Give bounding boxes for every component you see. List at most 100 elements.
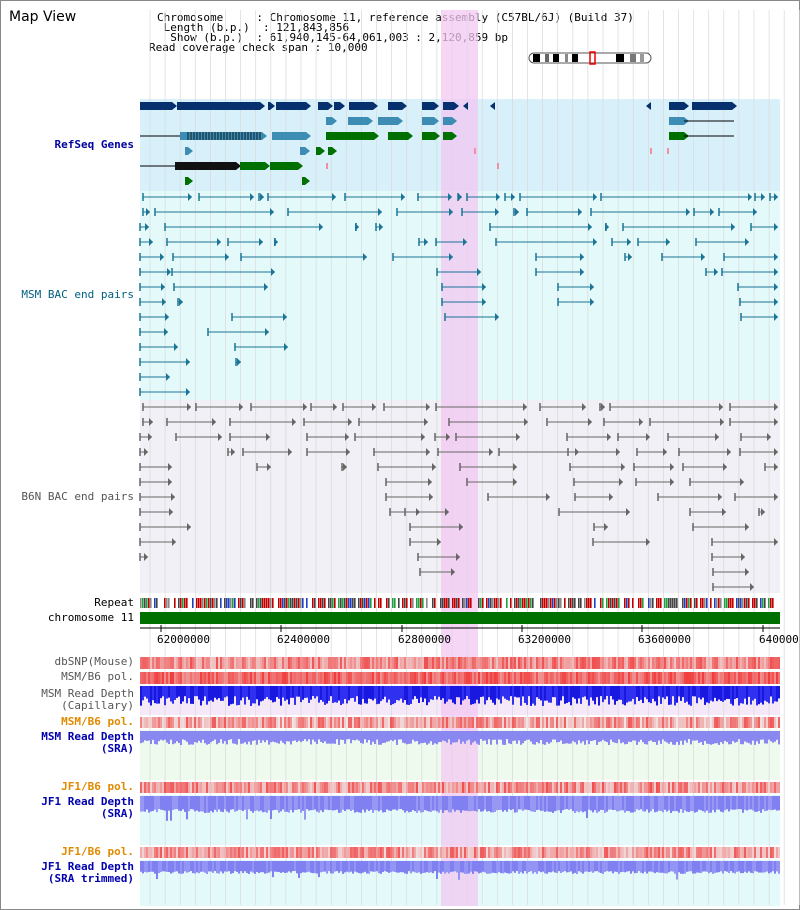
- repeat-mark: [422, 598, 424, 608]
- jf1-b6-pol-heat: [730, 782, 732, 793]
- msm-b6-pol-heat: [558, 672, 560, 684]
- msm-bac-pair-end: [588, 223, 592, 231]
- msm-depth-cap-bar: [664, 686, 666, 700]
- msm-b6-pol-2-heat: [610, 717, 612, 728]
- msm-b6-pol-heat: [142, 672, 144, 684]
- msm-b6-pol-2-heat: [152, 717, 154, 728]
- msm-b6-pol-heat: [550, 672, 552, 684]
- msm-depth-sra-bar: [314, 731, 316, 742]
- jf1-depth-trim-bar: [688, 861, 690, 872]
- dbsnp-heat: [506, 657, 508, 669]
- repeat-mark: [368, 598, 370, 608]
- dbsnp-heat: [490, 657, 492, 669]
- jf1-b6-pol-heat: [710, 782, 712, 793]
- dbsnp-heat: [406, 657, 408, 669]
- msm-depth-sra-bar: [224, 731, 226, 742]
- jf1-depth-trim-bar: [348, 861, 350, 873]
- msm-b6-pol-heat: [628, 672, 630, 684]
- msm-depth-sra-bar: [540, 731, 542, 740]
- jf1-b6-pol-heat: [282, 782, 284, 793]
- jf1-depth-trim-bar: [484, 861, 486, 873]
- jf1-depth-trim-bar: [516, 861, 518, 872]
- jf1-b6-pol-2-heat: [772, 847, 774, 858]
- jf1-b6-pol-2-heat: [628, 847, 630, 858]
- jf1-depth-bar: [698, 796, 700, 810]
- jf1-b6-pol-heat: [636, 782, 638, 793]
- jf1-b6-pol-2-heat: [260, 847, 262, 858]
- msm-bac-pair-end: [628, 253, 632, 261]
- jf1-b6-pol-2-heat: [492, 847, 494, 858]
- jf1-depth-bar: [636, 796, 638, 810]
- msm-depth-cap-bar: [410, 686, 412, 704]
- jf1-b6-pol-2-heat: [178, 847, 180, 858]
- dbsnp-heat: [272, 657, 274, 669]
- jf1-b6-pol-heat: [534, 782, 536, 793]
- msm-bac-pair-end: [149, 238, 153, 246]
- msm-b6-pol-heat: [654, 672, 656, 684]
- msm-b6-pol-2-heat: [386, 717, 388, 728]
- msm-b6-pol-heat: [310, 672, 312, 684]
- jf1-depth-bar: [726, 796, 728, 810]
- msm-depth-cap-bar: [224, 686, 226, 698]
- jf1-b6-pol-heat: [414, 782, 416, 793]
- jf1-depth-trim-bar: [440, 861, 442, 874]
- dbsnp-heat: [728, 657, 730, 669]
- msm-b6-pol-2-heat: [676, 717, 678, 728]
- msm-depth-sra-bar: [722, 731, 724, 744]
- dbsnp-heat: [588, 657, 590, 669]
- jf1-b6-pol-heat: [350, 782, 352, 793]
- dbsnp-heat: [554, 657, 556, 669]
- msm-b6-pol-2-heat: [182, 717, 184, 728]
- msm-b6-pol-heat: [374, 672, 376, 684]
- msm-depth-cap-bar: [488, 686, 490, 698]
- jf1-b6-pol-heat: [348, 782, 350, 793]
- jf1-depth-trim-bar: [518, 861, 520, 874]
- jf1-b6-pol-heat: [504, 782, 506, 793]
- jf1-b6-pol-heat: [208, 782, 210, 793]
- repeat-mark: [352, 598, 354, 608]
- dbsnp-heat: [222, 657, 224, 669]
- gene-arrow: [373, 102, 378, 110]
- msm-b6-pol-2-heat: [298, 717, 300, 728]
- jf1-depth-bar: [494, 796, 496, 812]
- msm-b6-pol-heat: [604, 672, 606, 684]
- msm-depth-cap-bar: [622, 686, 624, 705]
- repeat-mark: [632, 598, 634, 608]
- msm-depth-cap-bar: [398, 686, 400, 701]
- msm-depth-sra-bar: [292, 731, 294, 741]
- jf1-read-depth-trim-sublabel: (SRA trimmed): [47, 872, 134, 885]
- msm-depth-sra-bar: [374, 731, 376, 744]
- jf1-b6-pol-heat: [666, 782, 668, 793]
- msm-b6-pol-2-heat: [718, 717, 720, 728]
- jf1-b6-pol-heat: [156, 782, 158, 793]
- jf1-depth-bar: [516, 796, 518, 813]
- jf1-b6-pol-2-heat: [582, 847, 584, 858]
- msm-depth-sra-bar: [462, 731, 464, 742]
- msm-depth-cap-bar: [644, 686, 646, 698]
- msm-b6-pol-heat: [208, 672, 210, 684]
- msm-b6-pol-heat: [464, 672, 466, 684]
- msm-depth-sra-bar: [656, 731, 658, 745]
- jf1-b6-pol-heat: [772, 782, 774, 793]
- msm-b6-pol-heat: [182, 672, 184, 684]
- msm-b6-pol-heat: [394, 672, 396, 684]
- msm-bac-pair-end: [477, 268, 481, 276]
- jf1-b6-pol-heat: [288, 782, 290, 793]
- msm-b6-pol-heat: [226, 672, 228, 684]
- msm-depth-sra-bar: [568, 731, 570, 744]
- b6n-bac-pair-end: [639, 418, 643, 426]
- msm-b6-pol-heat: [468, 672, 470, 684]
- dbsnp-heat: [278, 657, 280, 669]
- jf1-depth-bar: [776, 796, 778, 811]
- msm-b6-pol-2-heat: [216, 717, 218, 728]
- jf1-b6-pol-heat: [422, 782, 424, 793]
- jf1-b6-pol-2-heat: [212, 847, 214, 858]
- msm-depth-cap-bar: [372, 686, 374, 701]
- jf1-depth-bar: [490, 796, 492, 813]
- msm-depth-sra-bar: [220, 731, 222, 740]
- msm-depth-sra-bar: [356, 731, 358, 740]
- msm-depth-sra-bar: [620, 731, 622, 744]
- msm-b6-pol-2-heat: [606, 717, 608, 728]
- b6n-bac-pair-end: [646, 538, 650, 546]
